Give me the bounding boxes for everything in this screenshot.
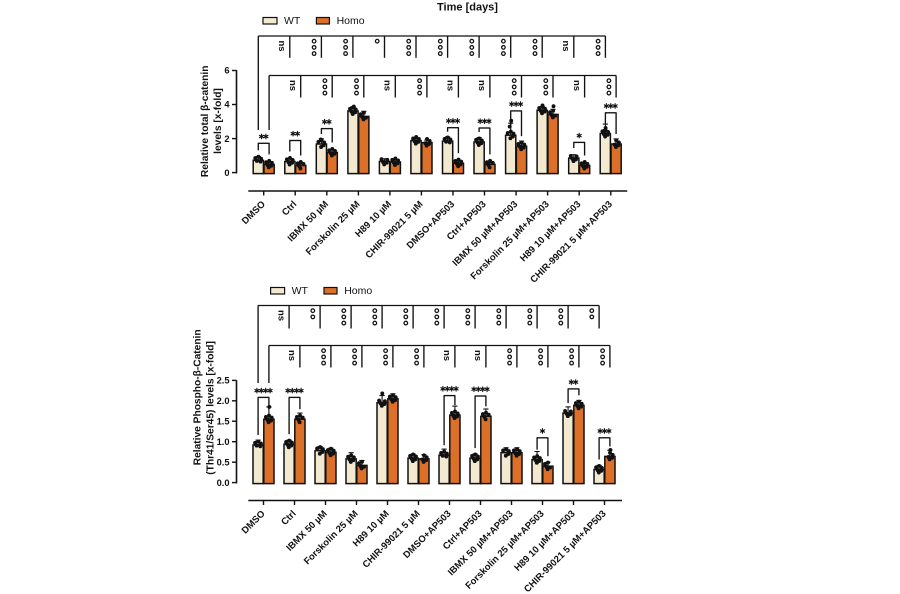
- svg-text:WT: WT: [284, 15, 301, 27]
- svg-text:6: 6: [224, 66, 229, 76]
- svg-text:2.0: 2.0: [217, 396, 230, 406]
- svg-text:ns: ns: [571, 80, 582, 91]
- svg-text:0: 0: [224, 168, 229, 178]
- svg-text:Homo: Homo: [337, 15, 365, 27]
- svg-text:ns: ns: [441, 350, 452, 361]
- svg-text:Time [days]: Time [days]: [437, 2, 498, 14]
- svg-text:4: 4: [224, 100, 230, 110]
- svg-text:1.5: 1.5: [217, 416, 230, 426]
- svg-text:Homo: Homo: [344, 285, 372, 297]
- svg-text:0.0: 0.0: [217, 478, 230, 488]
- svg-text:ns: ns: [286, 350, 297, 361]
- svg-text:Relative total β-catenin: Relative total β-catenin: [200, 66, 211, 178]
- svg-text:2: 2: [224, 134, 229, 144]
- svg-text:1.0: 1.0: [217, 437, 230, 447]
- svg-text:ns: ns: [560, 40, 571, 51]
- svg-text:0.5: 0.5: [217, 457, 230, 467]
- svg-text:ns: ns: [275, 310, 286, 321]
- svg-text:Relative Phospho-β-Catenin: Relative Phospho-β-Catenin: [193, 329, 204, 465]
- svg-text:ns: ns: [445, 80, 456, 91]
- svg-text:levels [x-fold]: levels [x-fold]: [213, 88, 224, 154]
- svg-text:2.5: 2.5: [217, 376, 230, 386]
- svg-text:WT: WT: [292, 285, 309, 297]
- svg-text:(Thr41/Ser45) levels [x-fold]: (Thr41/Ser45) levels [x-fold]: [205, 341, 216, 475]
- svg-text:ns: ns: [287, 80, 298, 91]
- svg-text:ns: ns: [382, 80, 393, 91]
- svg-text:ns: ns: [476, 80, 487, 91]
- svg-text:ns: ns: [276, 40, 287, 51]
- svg-text:ns: ns: [472, 350, 483, 361]
